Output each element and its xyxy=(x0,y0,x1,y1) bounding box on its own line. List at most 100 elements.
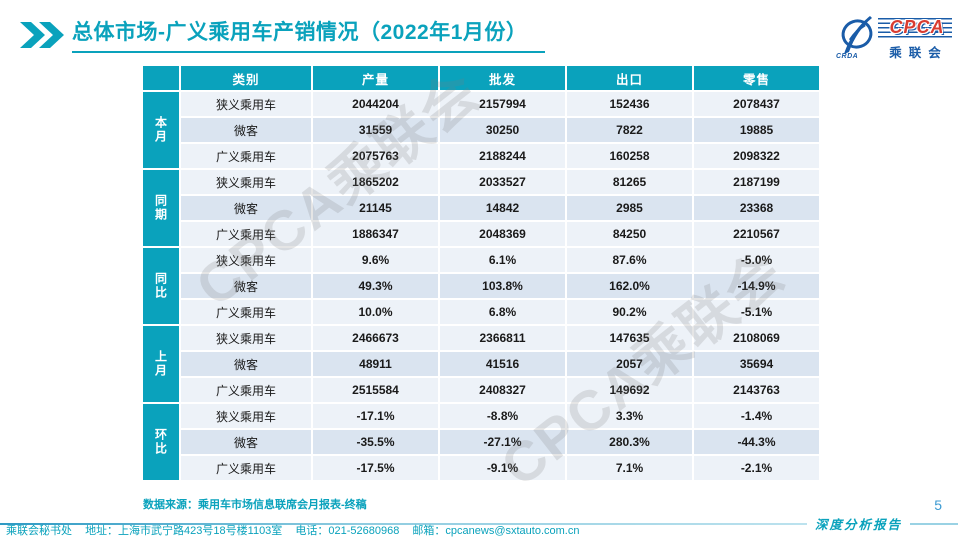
value-cell: -17.1% xyxy=(313,404,438,428)
value-cell: -27.1% xyxy=(440,430,565,454)
value-cell: 162.0% xyxy=(567,274,692,298)
group-label: 本月 xyxy=(143,92,179,168)
category-cell: 微客 xyxy=(181,430,311,454)
value-cell: -9.1% xyxy=(440,456,565,480)
value-cell: 2057 xyxy=(567,352,692,376)
footer-rule-left xyxy=(0,522,807,525)
value-cell: 35694 xyxy=(694,352,819,376)
report-type-label: 深度分析报告 xyxy=(814,518,902,532)
value-cell: -1.4% xyxy=(694,404,819,428)
table-corner-cell xyxy=(143,66,179,90)
value-cell: 2408327 xyxy=(440,378,565,402)
logo-stripes xyxy=(878,18,952,40)
value-cell: 81265 xyxy=(567,170,692,194)
value-cell: 2985 xyxy=(567,196,692,220)
value-cell: -35.5% xyxy=(313,430,438,454)
value-cell: 90.2% xyxy=(567,300,692,324)
value-cell: 31559 xyxy=(313,118,438,142)
value-cell: 21145 xyxy=(313,196,438,220)
value-cell: 7822 xyxy=(567,118,692,142)
value-cell: 2157994 xyxy=(440,92,565,116)
value-cell: 152436 xyxy=(567,92,692,116)
value-cell: 84250 xyxy=(567,222,692,246)
value-cell: 2044204 xyxy=(313,92,438,116)
value-cell: 6.1% xyxy=(440,248,565,272)
category-cell: 广义乘用车 xyxy=(181,144,311,168)
value-cell: 2143763 xyxy=(694,378,819,402)
market-table: 类别 产量 批发 出口 零售 本月 狭义乘用车 2044204 2157994 152436 207… xyxy=(143,66,819,480)
column-header: 产量 xyxy=(313,66,438,90)
double-chevron-icon xyxy=(20,22,64,48)
email-text[interactable]: 邮箱：cpcanews@sxtauto.com.cn xyxy=(412,525,580,537)
value-cell: 49.3% xyxy=(313,274,438,298)
value-cell: 14842 xyxy=(440,196,565,220)
value-cell: 2187199 xyxy=(694,170,819,194)
footer-contact-line: 乘联会秘书处 地址：上海市武宁路423号18号楼1103室 电话：021-526… xyxy=(6,522,589,538)
page-title: 总体市场-广义乘用车产销情况（2022年1月份） xyxy=(72,16,546,53)
value-cell: -2.1% xyxy=(694,456,819,480)
value-cell: 2078437 xyxy=(694,92,819,116)
page-number: 5 xyxy=(934,497,942,513)
value-cell: -8.8% xyxy=(440,404,565,428)
category-cell: 广义乘用车 xyxy=(181,456,311,480)
value-cell: -5.0% xyxy=(694,248,819,272)
value-cell: 48911 xyxy=(313,352,438,376)
category-cell: 微客 xyxy=(181,118,311,142)
value-cell: 2188244 xyxy=(440,144,565,168)
value-cell: 10.0% xyxy=(313,300,438,324)
value-cell: -14.9% xyxy=(694,274,819,298)
value-cell: 2466673 xyxy=(313,326,438,350)
logo-sub-text: 乘联会 xyxy=(889,46,948,60)
value-cell: 149692 xyxy=(567,378,692,402)
value-cell: 280.3% xyxy=(567,430,692,454)
column-header: 类别 xyxy=(181,66,311,90)
category-cell: 狭义乘用车 xyxy=(181,404,311,428)
logo-cpca-text: CPCA xyxy=(889,17,945,37)
value-cell: -5.1% xyxy=(694,300,819,324)
category-cell: 广义乘用车 xyxy=(181,378,311,402)
value-cell: 41516 xyxy=(440,352,565,376)
value-cell: 2033527 xyxy=(440,170,565,194)
category-cell: 狭义乘用车 xyxy=(181,248,311,272)
value-cell: 1865202 xyxy=(313,170,438,194)
category-cell: 狭义乘用车 xyxy=(181,92,311,116)
category-cell: 微客 xyxy=(181,352,311,376)
value-cell: 160258 xyxy=(567,144,692,168)
column-header: 批发 xyxy=(440,66,565,90)
address-text: 地址：上海市武宁路423号18号楼1103室 xyxy=(85,525,283,537)
category-cell: 广义乘用车 xyxy=(181,300,311,324)
value-cell: 2048369 xyxy=(440,222,565,246)
value-cell: 2098322 xyxy=(694,144,819,168)
value-cell: 19885 xyxy=(694,118,819,142)
value-cell: 1886347 xyxy=(313,222,438,246)
value-cell: 87.6% xyxy=(567,248,692,272)
value-cell: 2210567 xyxy=(694,222,819,246)
category-cell: 狭义乘用车 xyxy=(181,170,311,194)
value-cell: 147635 xyxy=(567,326,692,350)
value-cell: 3.3% xyxy=(567,404,692,428)
cpca-emblem-icon: CRDA xyxy=(836,14,876,62)
group-label: 上月 xyxy=(143,326,179,402)
value-cell: 103.8% xyxy=(440,274,565,298)
group-label: 同比 xyxy=(143,248,179,324)
crda-text: CRDA xyxy=(836,53,859,60)
category-cell: 微客 xyxy=(181,196,311,220)
value-cell: 9.6% xyxy=(313,248,438,272)
cpca-logo: CRDA CPCA 乘联会 xyxy=(836,12,952,64)
value-cell: 2075763 xyxy=(313,144,438,168)
value-cell: 23368 xyxy=(694,196,819,220)
column-header: 出口 xyxy=(567,66,692,90)
secretariat-label: 乘联会秘书处 xyxy=(6,525,72,537)
value-cell: 2366811 xyxy=(440,326,565,350)
footer-rule: 深度分析报告 xyxy=(0,514,958,533)
group-label: 环比 xyxy=(143,404,179,480)
category-cell: 微客 xyxy=(181,274,311,298)
phone-text: 电话：021-52680968 xyxy=(295,525,400,537)
category-cell: 广义乘用车 xyxy=(181,222,311,246)
footer-rule-right xyxy=(910,522,958,525)
value-cell: -44.3% xyxy=(694,430,819,454)
data-source-note: 数据来源：乘用车市场信息联席会月报表-终稿 xyxy=(143,499,367,511)
group-label: 同期 xyxy=(143,170,179,246)
value-cell: 7.1% xyxy=(567,456,692,480)
value-cell: 30250 xyxy=(440,118,565,142)
